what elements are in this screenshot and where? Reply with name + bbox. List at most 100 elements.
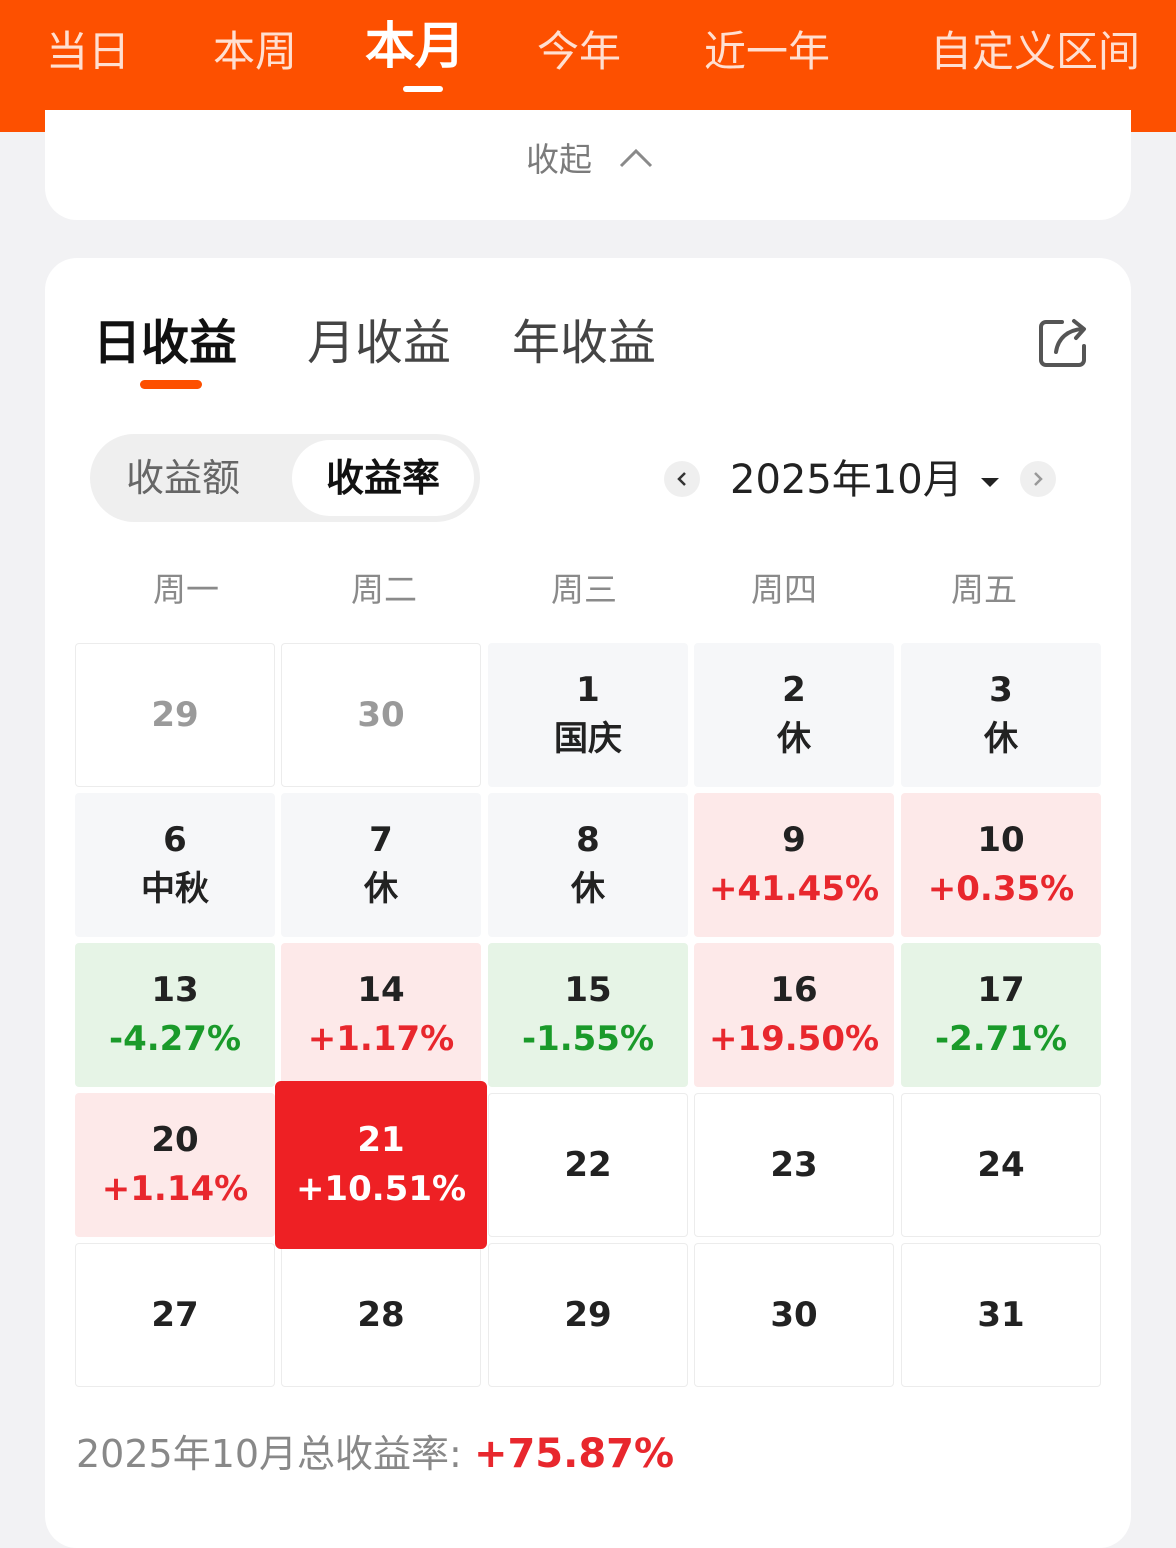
day-number: 15 [564,970,612,1010]
calendar-day-cell[interactable]: 23 [694,1093,894,1237]
tab-last-year[interactable]: 近一年 [704,27,831,76]
day-number: 2 [782,670,806,710]
day-number: 3 [989,670,1013,710]
calendar-day-cell[interactable]: 1 国庆 [488,643,688,787]
day-number: 30 [357,695,405,735]
tab-today[interactable]: 当日 [46,27,131,76]
tab-this-year[interactable]: 今年 [537,27,622,76]
calendar-day-cell[interactable]: 30 [694,1243,894,1387]
daily-return-rate: +0.35% [927,869,1075,909]
tab-yearly-earnings[interactable]: 年收益 [512,315,657,371]
daily-return-rate: +19.50% [708,1019,880,1059]
toggle-amount[interactable]: 收益额 [125,456,240,500]
day-number: 7 [369,820,393,860]
total-label: 2025年10月总收益率: [76,1432,474,1476]
calendar-day-cell[interactable]: 14 +1.17% [281,943,481,1087]
daily-return-rate: -4.27% [108,1019,242,1059]
daily-return-rate: -2.71% [934,1019,1068,1059]
calendar-day-cell[interactable]: 28 [281,1243,481,1387]
day-number: 31 [977,1295,1025,1335]
holiday-label: 休 [571,869,605,909]
month-label: 2025年10月 [730,457,963,503]
calendar-day-cell[interactable]: 6 中秋 [75,793,275,937]
day-number: 30 [770,1295,818,1335]
tab-daily-earnings[interactable]: 日收益 [93,315,238,371]
day-number: 29 [564,1295,612,1335]
day-number: 21 [357,1120,405,1160]
holiday-label: 休 [984,719,1018,759]
tab-this-month[interactable]: 本月 [365,17,465,75]
calendar-day-cell[interactable]: 15 -1.55% [488,943,688,1087]
calendar-day-cell[interactable]: 10 +0.35% [901,793,1101,937]
holiday-label: 休 [777,719,811,759]
day-number: 8 [576,820,600,860]
calendar-day-cell[interactable]: 24 [901,1093,1101,1237]
day-number: 28 [357,1295,405,1335]
weekday-wed: 周三 [551,570,617,609]
day-number: 29 [151,695,199,735]
holiday-label: 休 [364,869,398,909]
day-number: 9 [782,820,806,860]
share-export-icon [1039,319,1086,367]
calendar-day-cell-today[interactable]: 21 +10.51% [275,1081,487,1249]
active-earnings-tab-indicator [140,380,202,389]
tab-custom-range[interactable]: 自定义区间 [930,27,1141,76]
day-number: 16 [770,970,818,1010]
total-value: +75.87% [473,1431,675,1477]
day-number: 17 [977,970,1025,1010]
calendar-day-cell[interactable]: 20 +1.14% [75,1093,275,1237]
calendar-day-cell[interactable]: 16 +19.50% [694,943,894,1087]
collapse-label: 收起 [526,140,592,179]
holiday-label: 国庆 [554,719,622,759]
daily-return-rate: +1.14% [101,1169,249,1209]
weekday-fri: 周五 [951,570,1017,609]
day-number: 22 [564,1145,612,1185]
next-month-button[interactable] [1020,461,1056,497]
toggle-rate[interactable]: 收益率 [292,440,474,516]
day-number: 13 [151,970,199,1010]
next-month-chevron-icon [1034,472,1043,486]
day-number: 24 [977,1145,1025,1185]
day-number: 6 [163,820,187,860]
daily-return-rate: -1.55% [521,1019,655,1059]
day-number: 1 [576,670,600,710]
day-number: 20 [151,1120,199,1160]
calendar-day-cell[interactable]: 31 [901,1243,1101,1387]
prev-month-button[interactable] [664,461,700,497]
month-selector[interactable]: 2025年10月 [730,454,999,506]
tab-this-week[interactable]: 本周 [213,27,298,76]
holiday-label: 中秋 [141,869,209,909]
active-period-indicator [403,86,443,92]
summary-card [45,110,1131,220]
weekday-mon: 周一 [153,570,219,609]
daily-return-rate: +10.51% [295,1169,467,1209]
calendar-day-cell[interactable]: 27 [75,1243,275,1387]
day-number: 23 [770,1145,818,1185]
calendar-day-cell[interactable]: 9 +41.45% [694,793,894,937]
month-dropdown-caret-icon [980,477,999,487]
day-number: 14 [357,970,405,1010]
calendar-day-cell[interactable]: 30 [281,643,481,787]
tab-monthly-earnings[interactable]: 月收益 [307,315,452,371]
monthly-total: 2025年10月总收益率: +75.87% [76,1426,674,1482]
collapse-button[interactable]: 收起 [526,138,653,182]
collapse-chevron-up-icon [619,148,653,168]
calendar-day-cell[interactable]: 17 -2.71% [901,943,1101,1087]
weekday-tue: 周二 [351,570,417,609]
calendar-day-cell[interactable]: 13 -4.27% [75,943,275,1087]
share-button[interactable] [1036,316,1090,370]
day-number: 27 [151,1295,199,1335]
daily-return-rate: +1.17% [307,1019,455,1059]
day-number: 10 [977,820,1025,860]
calendar-day-cell[interactable]: 29 [488,1243,688,1387]
daily-return-rate: +41.45% [708,869,880,909]
amount-rate-toggle: 收益额 收益率 [90,434,480,522]
calendar-day-cell[interactable]: 22 [488,1093,688,1237]
prev-month-chevron-icon [677,472,686,486]
weekday-thu: 周四 [751,570,817,609]
calendar-day-cell[interactable]: 29 [75,643,275,787]
